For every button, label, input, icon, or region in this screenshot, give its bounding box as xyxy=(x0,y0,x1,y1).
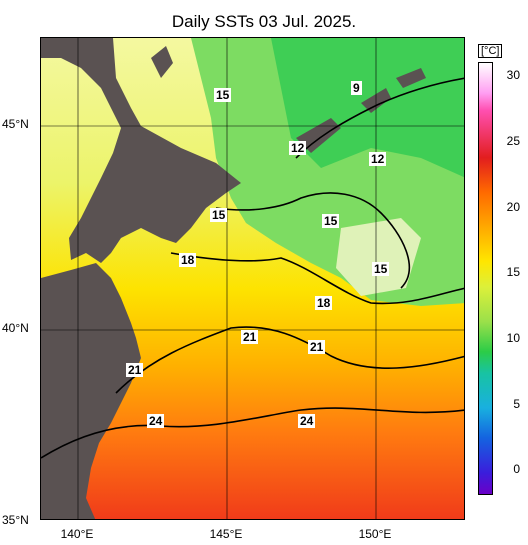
contour-label: 12 xyxy=(289,141,307,155)
lat-label: 35°N xyxy=(2,513,29,527)
contour-label: 15 xyxy=(214,88,232,102)
contour-label: 9 xyxy=(351,81,362,95)
lon-label: 140°E xyxy=(60,527,94,541)
colorbar-tick: 5 xyxy=(513,397,520,411)
contour-label: 15 xyxy=(210,208,228,222)
contour-label: 24 xyxy=(298,414,316,428)
colorbar-tick: 0 xyxy=(513,462,520,476)
contour-label: 18 xyxy=(315,296,333,310)
sakhalin-tip-land xyxy=(151,46,173,78)
contour-label: 18 xyxy=(179,253,197,267)
colorbar-tick: 30 xyxy=(506,68,520,82)
sst-map xyxy=(40,37,465,520)
lon-label: 145°E xyxy=(209,527,243,541)
colorbar-tick: 20 xyxy=(506,200,520,214)
colorbar-tick: 25 xyxy=(506,134,520,148)
lat-lon-grid xyxy=(41,38,464,519)
contour-label: 12 xyxy=(369,152,387,166)
contour-label: 21 xyxy=(126,363,144,377)
lat-label: 45°N xyxy=(2,117,29,131)
isotherm-lines xyxy=(41,77,464,459)
colorbar-tick: 15 xyxy=(506,265,520,279)
contour-label: 15 xyxy=(322,214,340,228)
colorbar xyxy=(478,62,493,495)
map-title: Daily SSTs 03 Jul. 2025. xyxy=(171,12,357,31)
contour-label: 15 xyxy=(372,262,390,276)
colorbar-unit: [°C] xyxy=(478,44,503,58)
lat-label: 40°N xyxy=(2,321,29,335)
contour-label: 24 xyxy=(147,414,165,428)
lon-label: 150°E xyxy=(358,527,392,541)
hokkaido-land xyxy=(41,38,241,263)
contour-label: 21 xyxy=(241,330,259,344)
contour-label: 21 xyxy=(308,340,326,354)
honshu-land xyxy=(41,263,141,519)
colorbar-tick: 10 xyxy=(506,331,520,345)
